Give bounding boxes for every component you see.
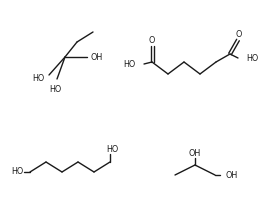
Text: OH: OH: [225, 170, 237, 179]
Text: HO: HO: [106, 146, 118, 154]
Text: HO: HO: [49, 85, 61, 94]
Text: HO: HO: [11, 167, 23, 177]
Text: OH: OH: [189, 149, 201, 157]
Text: O: O: [149, 35, 155, 45]
Text: OH: OH: [91, 52, 103, 61]
Text: HO: HO: [32, 73, 44, 83]
Text: HO: HO: [246, 54, 258, 62]
Text: O: O: [236, 30, 242, 38]
Text: HO: HO: [124, 59, 136, 69]
